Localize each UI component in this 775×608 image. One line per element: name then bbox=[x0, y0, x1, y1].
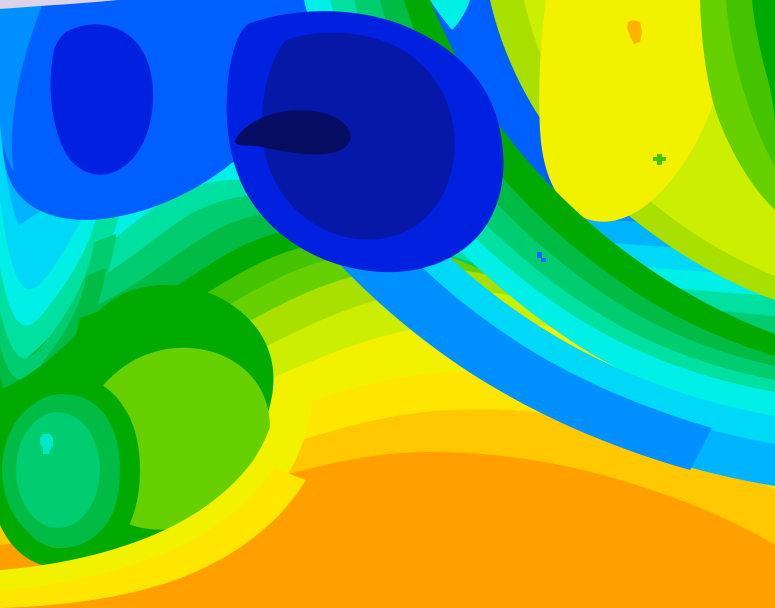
right-diagonal-ridge-green bbox=[404, 0, 775, 372]
central-very-deep bbox=[261, 32, 455, 240]
central-deepest-core bbox=[235, 110, 351, 155]
right-edge-grass-green bbox=[700, 0, 775, 210]
no-data-corner bbox=[0, 0, 118, 9]
upper-left-notch-mid-blue bbox=[0, 0, 44, 172]
central-cyan-basin bbox=[256, 0, 775, 470]
lower-left-golden bbox=[0, 468, 306, 608]
right-edge-mid-green bbox=[720, 0, 775, 170]
stripe-aqua-green bbox=[0, 192, 122, 378]
closed-cell-collar bbox=[0, 373, 141, 569]
top-edge-cyan-sliver bbox=[430, 0, 470, 30]
right-diagonal-ridge-emerald bbox=[380, 0, 775, 382]
deep-lobe-upper-left bbox=[50, 24, 154, 175]
upper-right-yellow-core bbox=[539, 0, 736, 222]
closed-cell-spring-green-2 bbox=[16, 412, 100, 528]
central-light-blue-basin bbox=[212, 0, 775, 486]
